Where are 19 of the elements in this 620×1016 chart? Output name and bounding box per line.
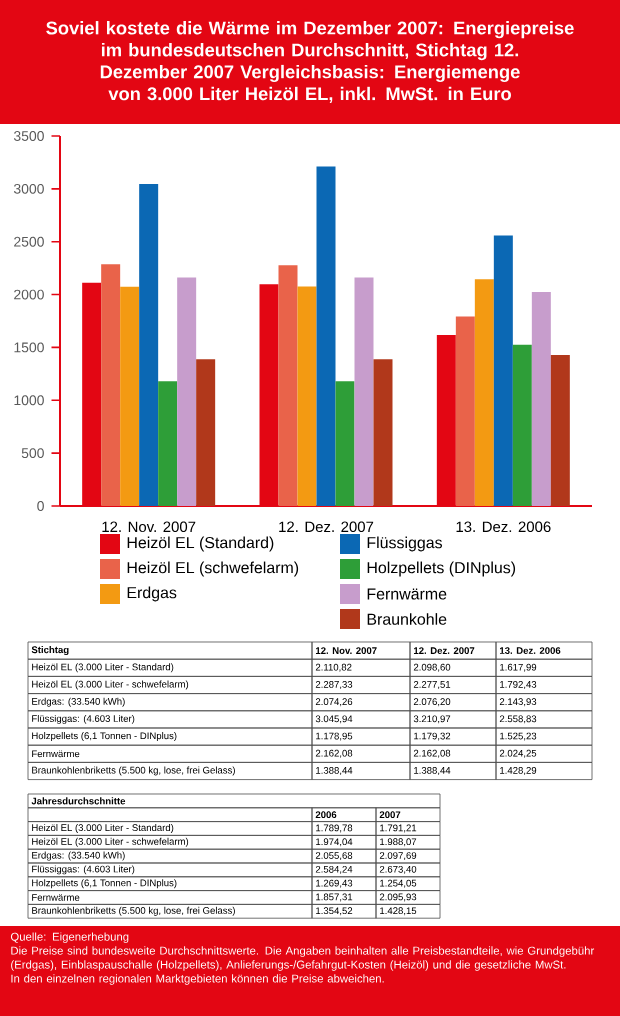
bar: [278, 265, 298, 506]
bar: [531, 291, 551, 506]
bar: [177, 277, 197, 506]
bar: [335, 381, 355, 506]
bar: [158, 381, 178, 506]
bar: [455, 316, 475, 506]
bar: [550, 354, 570, 506]
bar: [101, 264, 121, 506]
bar: [354, 277, 374, 506]
chart-title: Soviel kostete die Wärme im Dezember 2007: Energiepreise im bundesdeutschen Durchschnitt, Stichtag 12. Dezember 2007 Vergleichsbasis: Energiemenge von 3.000 Liter Heizöl EL, inkl. MwSt. in Euro: [46, 21, 574, 103]
bar: [373, 359, 393, 506]
bar: [196, 359, 216, 506]
bar: [139, 183, 159, 506]
bar: [474, 279, 494, 506]
bar: [512, 344, 532, 506]
bar: [297, 286, 317, 506]
bar: [120, 286, 140, 506]
bar: [493, 235, 513, 506]
bar: [316, 166, 336, 506]
